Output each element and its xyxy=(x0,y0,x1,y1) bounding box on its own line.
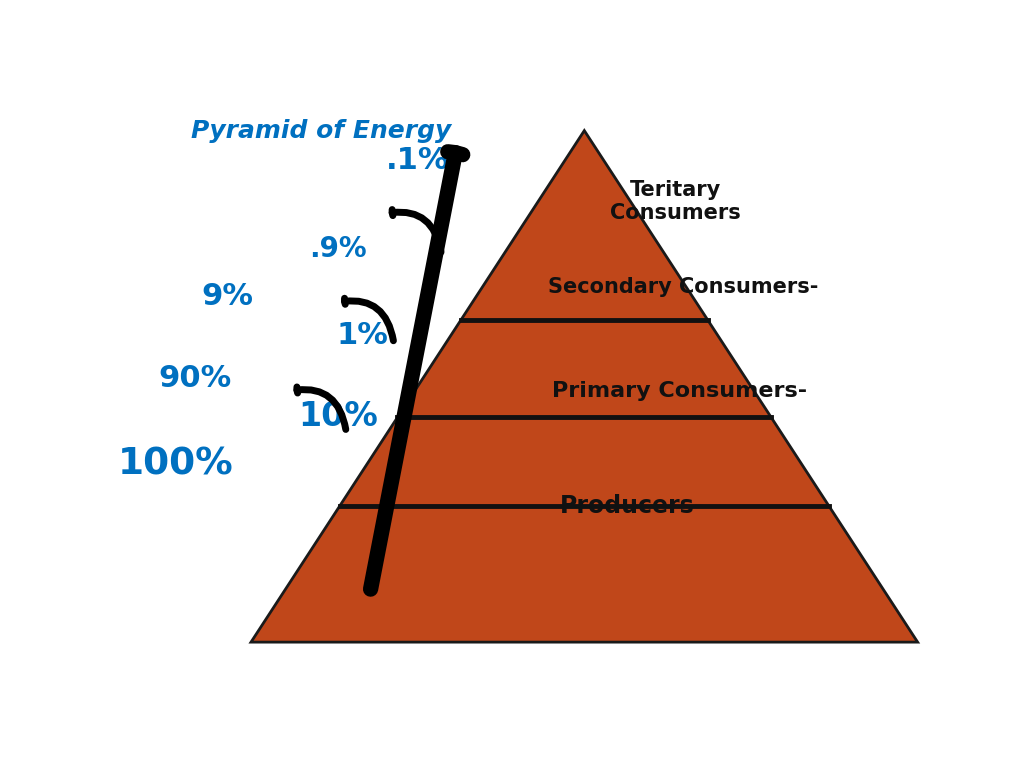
Text: .9%: .9% xyxy=(309,235,368,263)
Text: Producers-: Producers- xyxy=(560,494,705,518)
Text: .1%: .1% xyxy=(386,146,450,174)
Text: Teritary
Consumers: Teritary Consumers xyxy=(610,180,741,223)
Text: 9%: 9% xyxy=(201,282,253,311)
Text: 1%: 1% xyxy=(336,321,388,350)
Text: 100%: 100% xyxy=(118,447,233,483)
Polygon shape xyxy=(251,131,918,642)
Text: 90%: 90% xyxy=(159,365,232,393)
Text: Pyramid of Energy: Pyramid of Energy xyxy=(191,119,452,143)
Text: 10%: 10% xyxy=(298,399,378,432)
FancyBboxPatch shape xyxy=(120,86,930,690)
Text: Secondary Consumers-: Secondary Consumers- xyxy=(548,277,819,297)
Text: Primary Consumers-: Primary Consumers- xyxy=(552,381,807,401)
